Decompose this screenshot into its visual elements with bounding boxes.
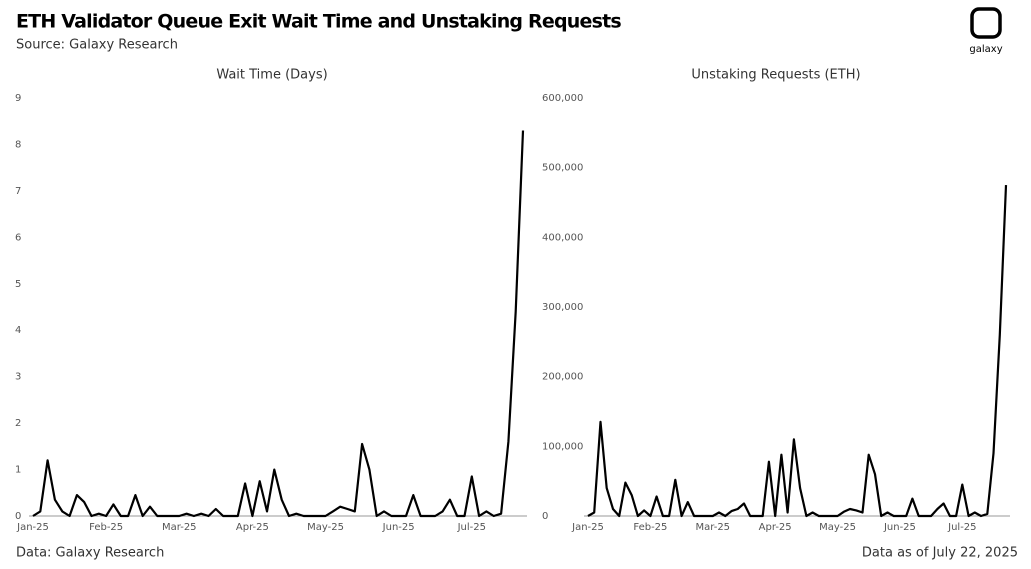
- y-tick-label: 400,000: [542, 232, 583, 243]
- y-tick-label: 5: [15, 279, 21, 290]
- x-tick-label: Feb-25: [633, 522, 667, 533]
- y-tick-label: 200,000: [542, 372, 583, 383]
- x-tick-label: Apr-25: [236, 522, 269, 533]
- x-tick-label: Apr-25: [759, 522, 792, 533]
- x-tick-label: Mar-25: [162, 522, 197, 533]
- x-tick-label: May-25: [819, 522, 856, 533]
- y-tick-label: 1: [15, 465, 21, 476]
- logo-mark: [970, 7, 1002, 39]
- y-tick-label: 4: [15, 325, 21, 336]
- y-tick-label: 0: [15, 511, 21, 522]
- line-series: [32, 130, 525, 518]
- x-tick-label: Jun-25: [883, 522, 916, 533]
- x-tick-label: Jul-25: [947, 522, 976, 533]
- y-tick-label: 7: [15, 186, 21, 197]
- x-tick-label: Jan-25: [16, 522, 49, 533]
- x-tick-label: Mar-25: [695, 522, 730, 533]
- chart-title: Wait Time (Days): [216, 68, 327, 83]
- y-tick-label: 6: [15, 232, 21, 243]
- y-tick-label: 300,000: [542, 302, 583, 313]
- y-tick-label: 3: [15, 372, 21, 383]
- y-tick-label: 9: [15, 93, 21, 104]
- chart-title: Unstaking Requests (ETH): [691, 68, 860, 83]
- y-tick-label: 0: [542, 511, 548, 522]
- x-tick-label: May-25: [307, 522, 344, 533]
- source: Source: Galaxy Research: [16, 38, 178, 53]
- y-tick-label: 500,000: [542, 163, 583, 174]
- y-tick-label: 600,000: [542, 93, 583, 104]
- y-tick-label: 2: [15, 418, 21, 429]
- x-tick-label: Jun-25: [382, 522, 415, 533]
- x-tick-label: Jan-25: [571, 522, 604, 533]
- line-series: [587, 185, 1008, 518]
- y-tick-label: 8: [15, 139, 21, 150]
- title: ETH Validator Queue Exit Wait Time and U…: [16, 11, 621, 33]
- y-tick-label: 100,000: [542, 441, 583, 452]
- logo-text: galaxy: [969, 44, 1002, 55]
- footer-right: Data as of July 22, 2025: [862, 546, 1018, 561]
- x-tick-label: Feb-25: [89, 522, 123, 533]
- x-tick-label: Jul-25: [457, 522, 486, 533]
- footer-left: Data: Galaxy Research: [16, 546, 164, 561]
